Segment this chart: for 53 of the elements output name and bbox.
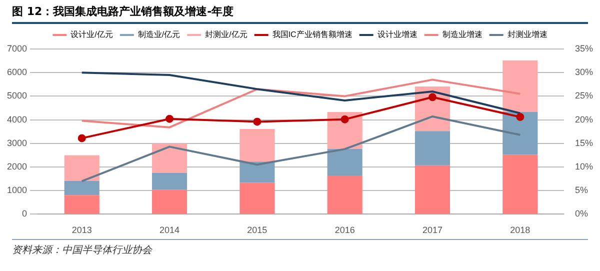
legend-label: 制造业增速 <box>442 30 482 40</box>
y-tick-label: 2000 <box>6 161 28 172</box>
bar <box>240 129 275 162</box>
legend-label: 设计业增速 <box>377 30 418 40</box>
bar <box>502 154 538 214</box>
point <box>78 134 86 142</box>
x-tick-label: 2016 <box>334 225 355 236</box>
y-tick-label: 4000 <box>6 114 28 124</box>
y2-tick-label: 15% <box>574 138 593 148</box>
chart-title: 图 12：我国集成电路产业销售额及增速-年度 <box>12 0 588 24</box>
y2-tick-label: 5% <box>574 185 588 196</box>
text: 资料来源：中国半导体行业协会 <box>12 239 588 257</box>
point <box>340 115 349 124</box>
x-tick-label: 2017 <box>422 225 443 236</box>
bar <box>327 175 362 214</box>
legend-label: 封测业增速 <box>507 30 548 40</box>
bar <box>240 162 275 183</box>
bar <box>502 60 538 112</box>
bar <box>240 182 275 214</box>
bar <box>64 195 100 214</box>
bar <box>414 131 450 166</box>
y2-tick-label: 20% <box>574 114 593 124</box>
y-tick-label: 0 <box>22 208 28 219</box>
bar <box>414 165 450 214</box>
x-tick-label: 2015 <box>247 225 268 236</box>
bar <box>327 148 362 176</box>
y-tick-label: 3000 <box>6 138 28 148</box>
legend-label: 封测业/亿元 <box>205 30 248 40</box>
bar <box>64 180 100 196</box>
y2-tick-label: 35% <box>574 43 593 54</box>
y2-tick-label: 10% <box>574 161 593 172</box>
bar <box>502 112 538 155</box>
x-tick-label: 2014 <box>159 225 180 236</box>
legend-label: 制造业/亿元 <box>138 30 180 40</box>
legend-label: 设计业/亿元 <box>70 30 113 40</box>
y-tick-label: 6000 <box>6 67 28 78</box>
bar <box>152 190 188 214</box>
bar <box>152 143 188 173</box>
x-tick-label: 2018 <box>510 225 530 236</box>
point <box>516 112 524 121</box>
y-tick-label: 5000 <box>6 90 28 101</box>
y-tick-label: 7000 <box>6 43 28 54</box>
point <box>166 114 174 123</box>
bar <box>64 155 100 181</box>
bar <box>152 172 188 190</box>
y2-tick-label: 30% <box>574 67 593 78</box>
y-tick-label: 1000 <box>6 185 28 196</box>
point <box>428 93 436 102</box>
x-tick-label: 2013 <box>72 225 92 236</box>
y2-tick-label: 0% <box>574 208 588 219</box>
point <box>253 118 262 126</box>
legend-label: 我国IC产业销售额增速 <box>272 30 352 40</box>
y2-tick-label: 25% <box>574 90 593 101</box>
